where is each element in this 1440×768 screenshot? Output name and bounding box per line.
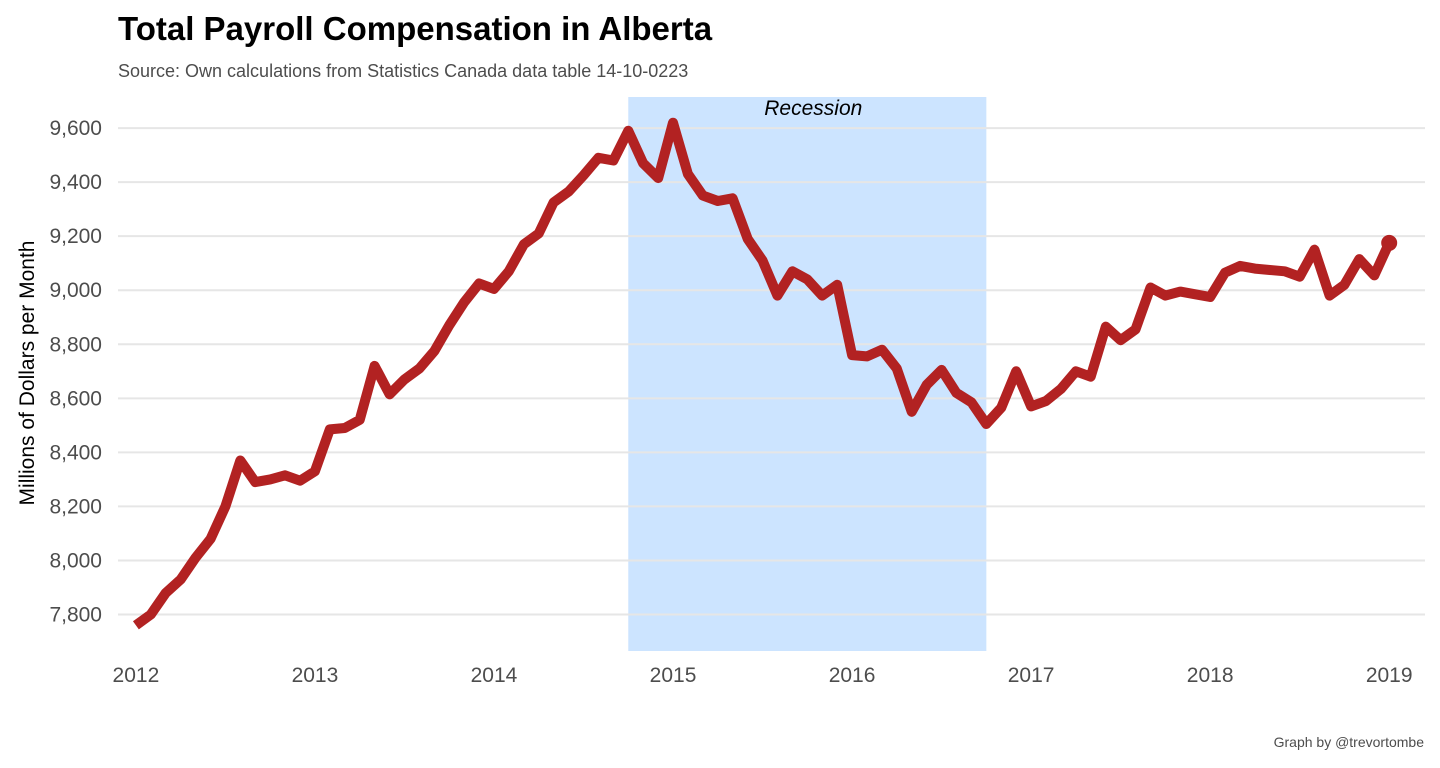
y-tick-label: 7,800 (49, 604, 102, 627)
y-tick-label: 8,400 (49, 441, 102, 464)
series-end-point (1381, 234, 1398, 251)
x-tick-label: 2015 (650, 664, 697, 687)
x-tick-label: 2016 (829, 664, 876, 687)
x-tick-label: 2014 (471, 664, 518, 687)
recession-layer (628, 97, 987, 651)
chart-caption: Graph by @trevortombe (1273, 734, 1424, 750)
y-tick-label: 9,200 (49, 225, 102, 248)
chart-subtitle: Source: Own calculations from Statistics… (118, 61, 689, 81)
recession-band (628, 97, 987, 651)
annotation-layer: Recession (764, 97, 862, 120)
y-tick-label: 8,600 (49, 387, 102, 410)
recession-label: Recession (764, 97, 862, 120)
x-tick-label: 2017 (1008, 664, 1055, 687)
y-tick-labels: 7,800 8,000 8,200 8,400 8,600 8,800 9,000 9,200… (49, 117, 102, 626)
y-tick-label: 8,800 (49, 333, 102, 356)
chart-title: Total Payroll Compensation in Alberta (118, 10, 713, 47)
gridlines (118, 127, 1425, 616)
x-tick-label: 2018 (1187, 664, 1234, 687)
x-tick-labels: 2012 2013 2014 2015 2016 2017 2018 2019 (113, 664, 1413, 687)
y-tick-label: 9,600 (49, 117, 102, 140)
series-layer (132, 117, 1398, 630)
y-axis-title: Millions of Dollars per Month (16, 241, 39, 506)
x-tick-label: 2012 (113, 664, 160, 687)
x-tick-label: 2019 (1366, 664, 1413, 687)
x-tick-label: 2013 (292, 664, 339, 687)
y-tick-label: 9,400 (49, 171, 102, 194)
y-tick-label: 8,000 (49, 549, 102, 572)
y-tick-label: 9,000 (49, 279, 102, 302)
series-line (132, 117, 1394, 630)
y-tick-label: 8,200 (49, 495, 102, 518)
